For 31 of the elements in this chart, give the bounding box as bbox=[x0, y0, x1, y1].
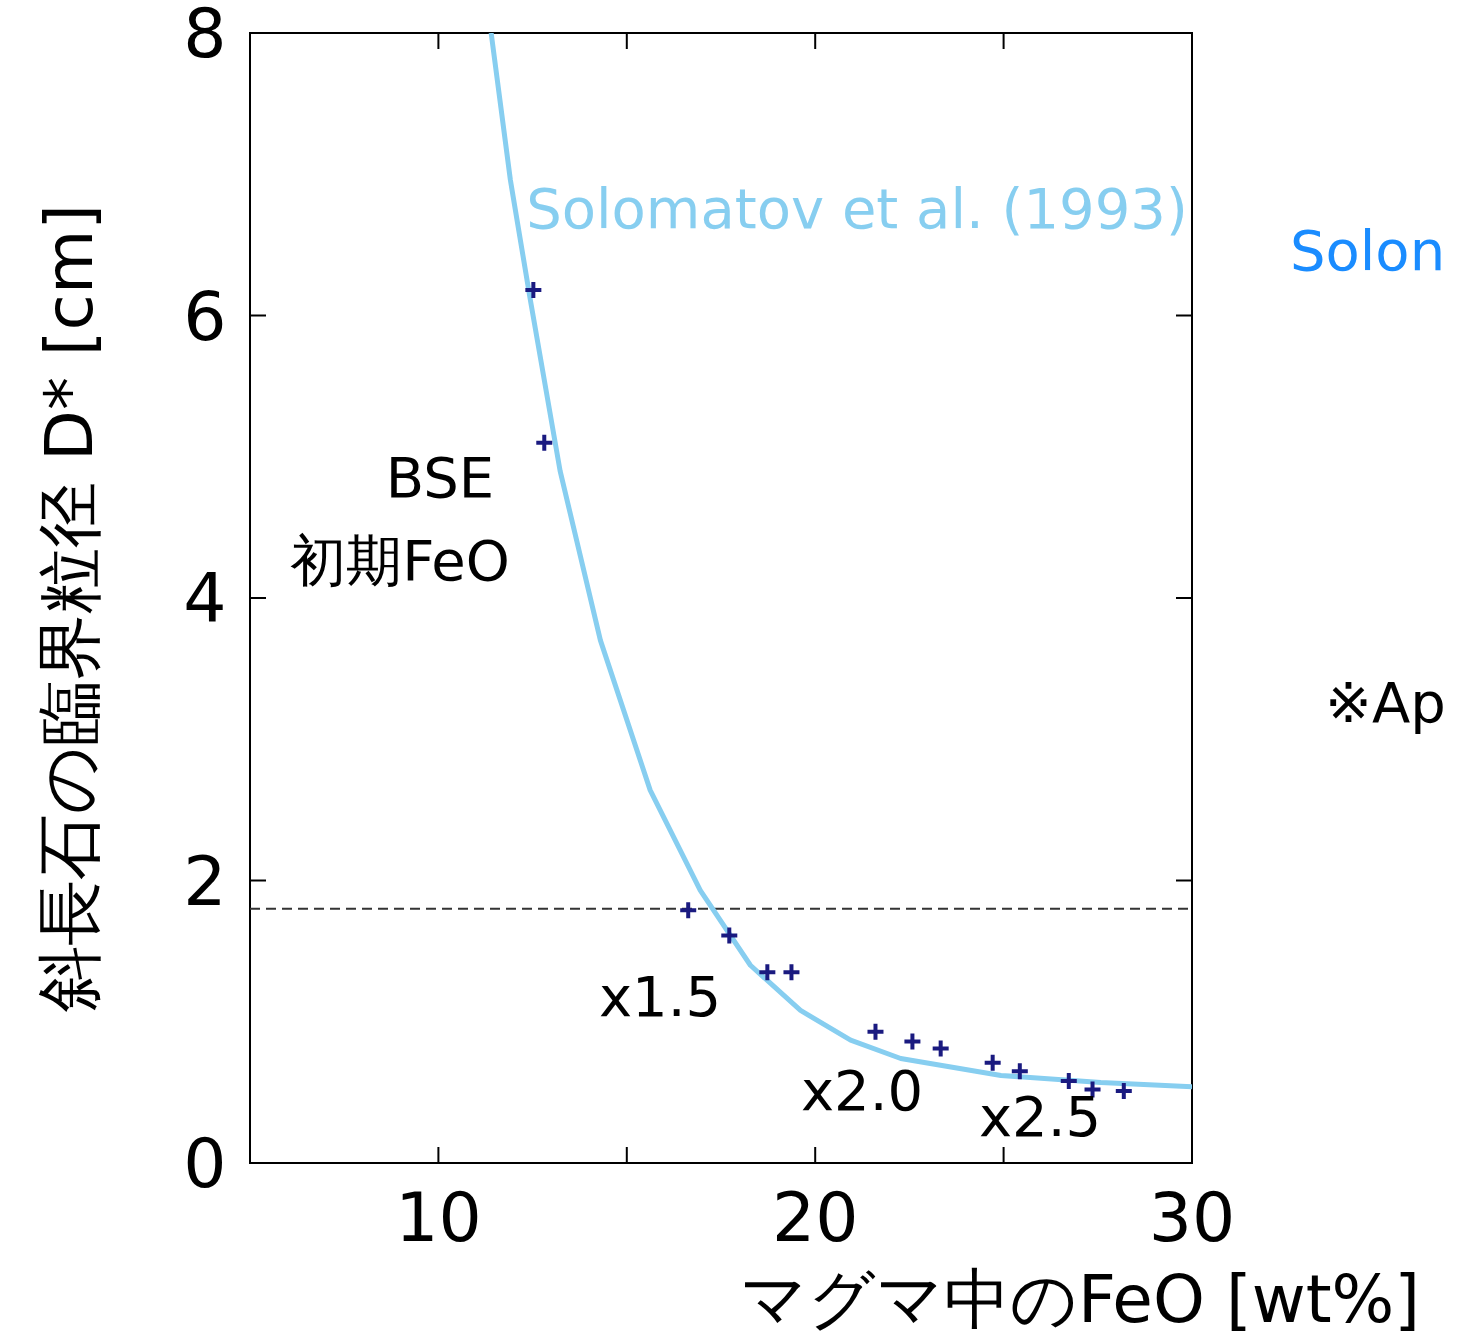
point bbox=[930, 1038, 951, 1059]
x-axis-title: マグマ中のFeO [wt%] bbox=[740, 1261, 1420, 1338]
point bbox=[982, 1052, 1003, 1073]
annotation: x2.5 bbox=[978, 1084, 1102, 1149]
point bbox=[1058, 1071, 1079, 1092]
point bbox=[1113, 1080, 1134, 1101]
annotation: x1.5 bbox=[598, 964, 722, 1029]
point bbox=[757, 962, 778, 983]
x-tick-label: 20 bbox=[771, 1178, 859, 1257]
text: ※Ap bbox=[1325, 670, 1446, 735]
point bbox=[523, 280, 544, 301]
point bbox=[1009, 1061, 1030, 1082]
point bbox=[865, 1021, 886, 1042]
annotation: 初期FeO bbox=[290, 528, 510, 593]
point bbox=[902, 1031, 923, 1052]
point bbox=[781, 962, 802, 983]
text: Solon bbox=[1290, 218, 1446, 283]
x-tick-label: 30 bbox=[1148, 1178, 1236, 1257]
point bbox=[534, 432, 555, 453]
y-axis-title: 斜長石の臨界粒径 D* [cm] bbox=[31, 204, 108, 1012]
y-tick-label: 6 bbox=[183, 276, 227, 356]
annotation: x2.0 bbox=[800, 1058, 924, 1123]
x-tick-label: 10 bbox=[395, 1178, 482, 1257]
point bbox=[678, 900, 699, 921]
y-tick-label: 0 bbox=[183, 1124, 227, 1203]
series-label: Solomatov et al. (1993) bbox=[526, 176, 1188, 241]
annotation: BSE bbox=[385, 445, 495, 510]
y-tick-label: 4 bbox=[183, 559, 227, 638]
y-tick-label: 2 bbox=[183, 841, 227, 921]
point bbox=[719, 925, 740, 946]
y-tick-label: 8 bbox=[183, 0, 227, 73]
